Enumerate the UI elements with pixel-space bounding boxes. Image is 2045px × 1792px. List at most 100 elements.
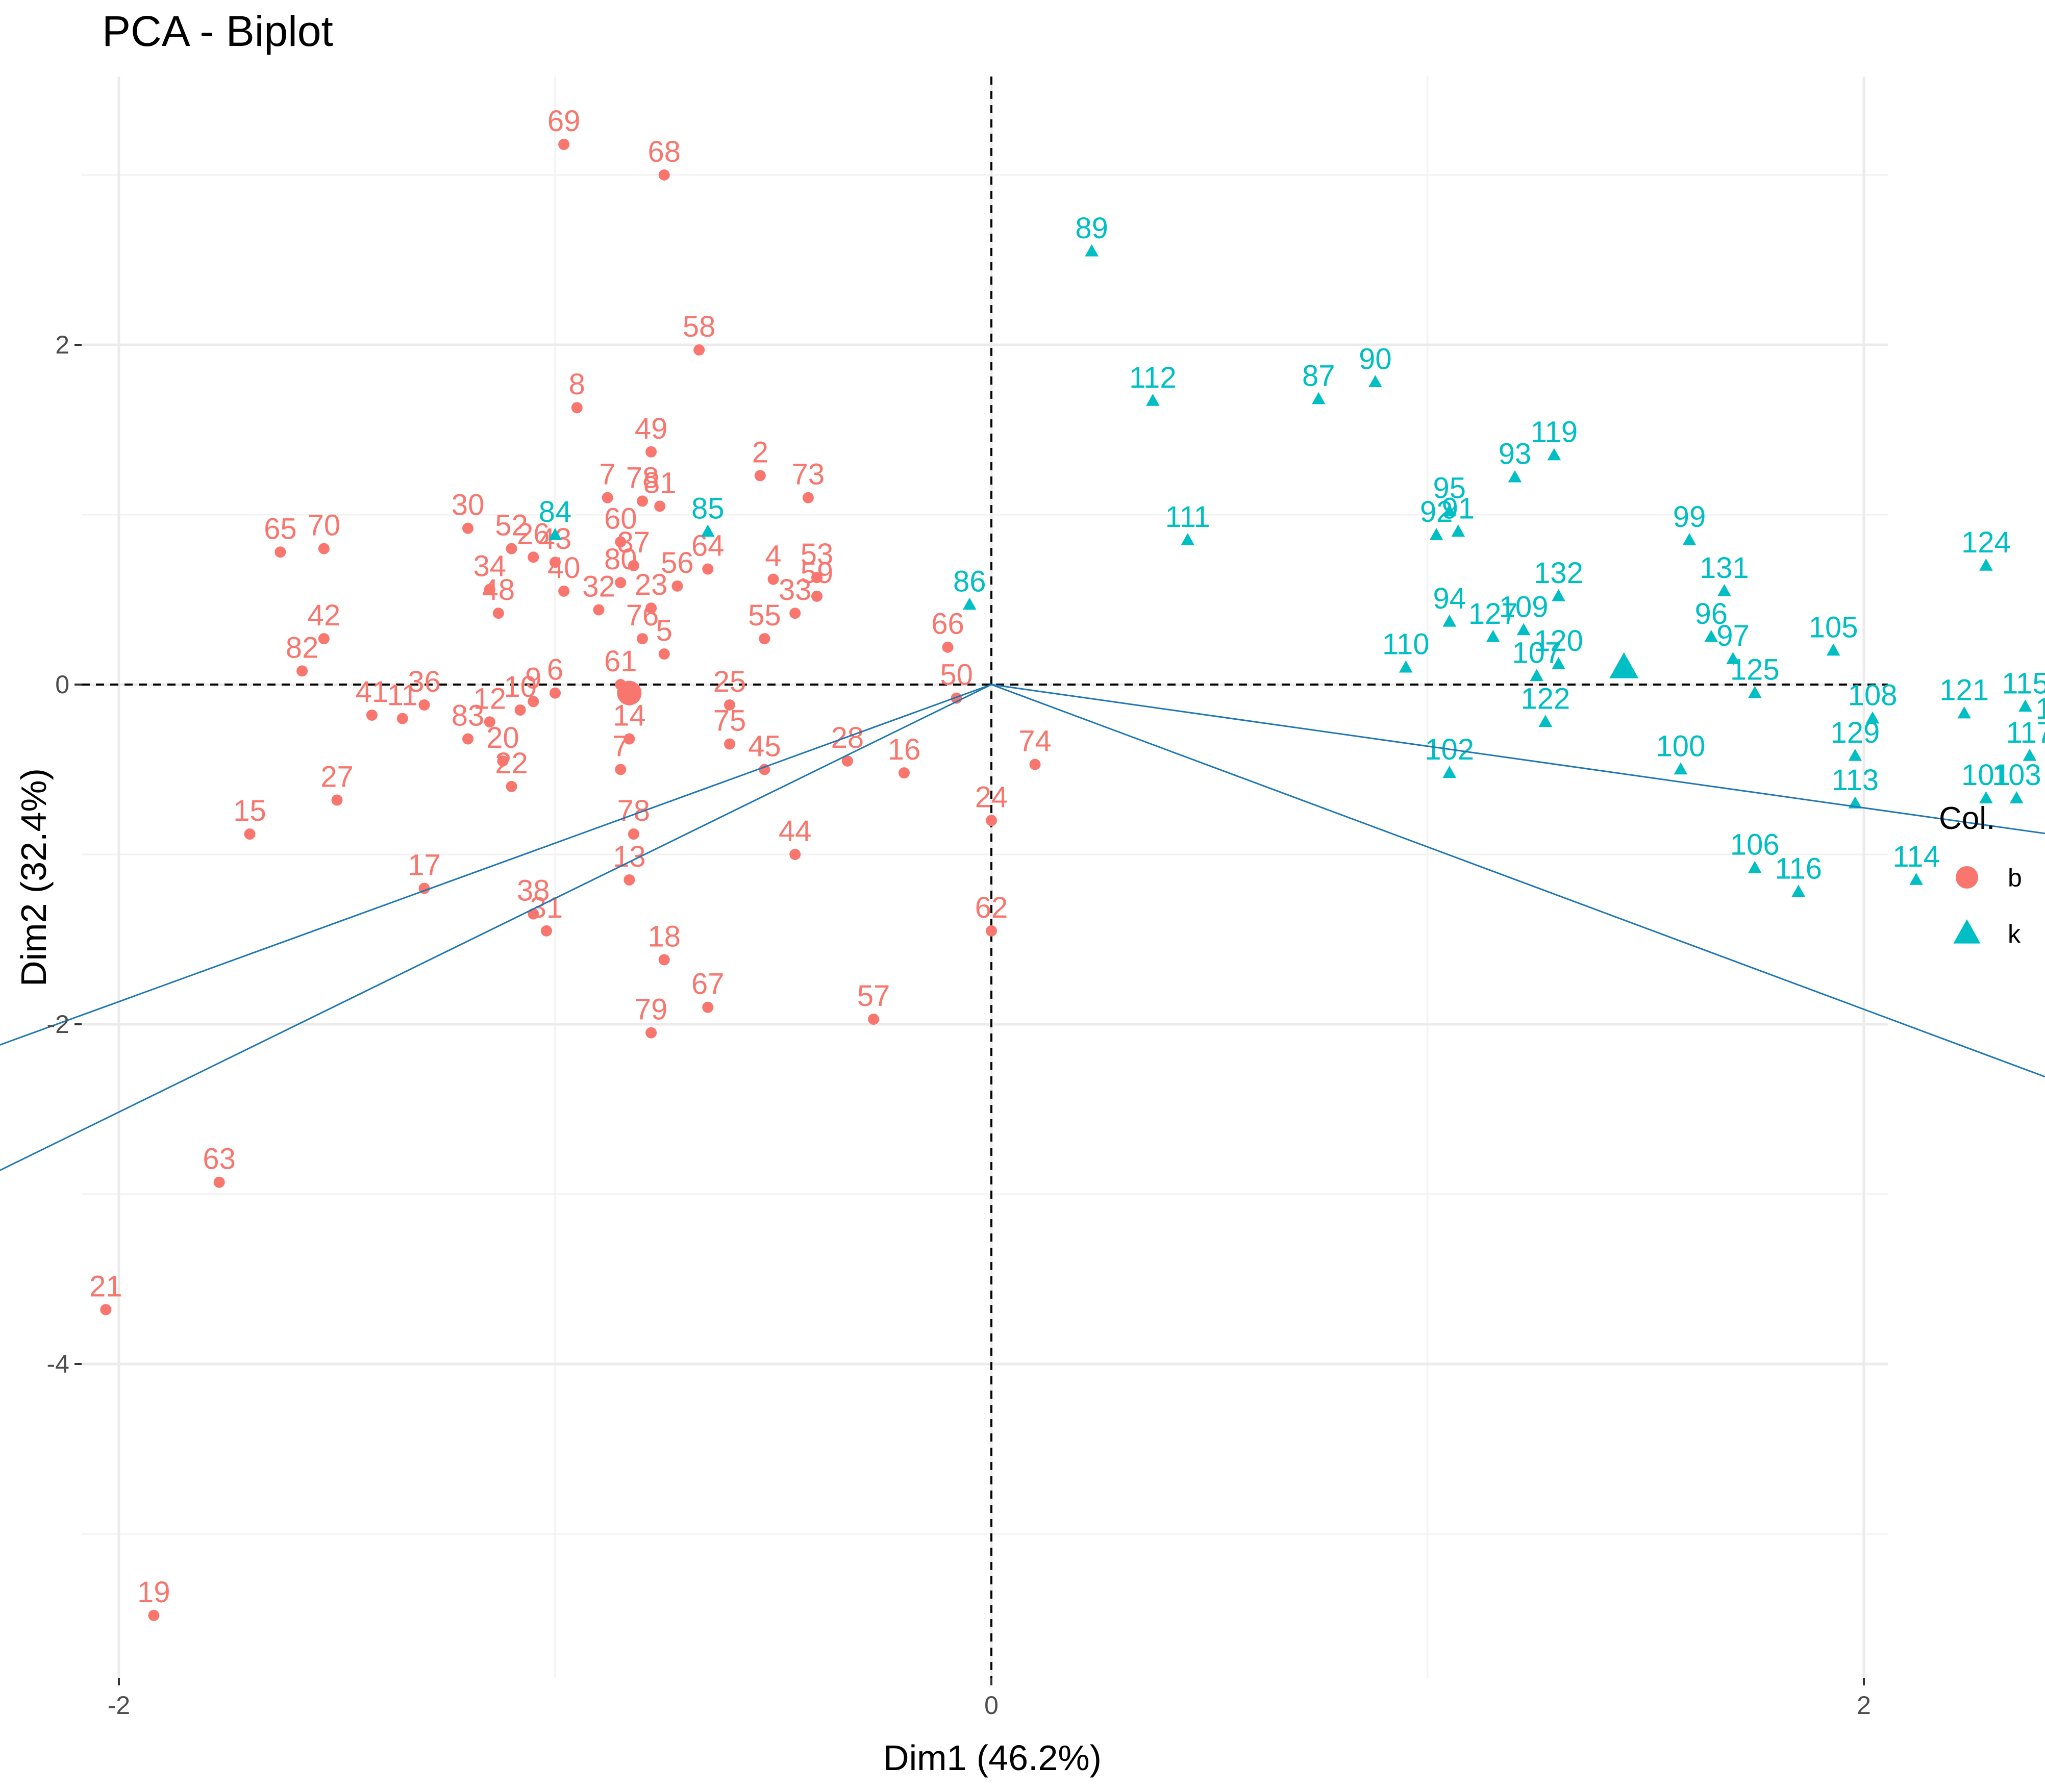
point-label: 120 [1534,624,1583,658]
point-b [492,608,504,619]
point-label: 122 [1520,682,1570,715]
x-axis-title: Dim1 (46.2%) [883,1738,1102,1778]
point-k [1516,623,1531,636]
point-label: 27 [320,760,354,793]
point-b [244,828,256,840]
point-k [1848,748,1862,761]
point-k [2018,699,2032,712]
point-label: 76 [626,599,659,632]
point-k [1508,470,1522,483]
point-b [724,699,735,711]
point-label: 132 [1534,557,1583,590]
point-label: 119 [1531,415,1578,448]
legend-label-b: b [2008,864,2022,892]
point-label: 87 [1302,360,1335,393]
arrow-TIMP1 [991,684,2045,835]
point-label: 65 [264,512,297,545]
point-label: 37 [617,526,651,559]
point-b [484,716,495,728]
point-label: 8 [569,368,585,401]
point-label: 112 [1129,361,1176,394]
point-label: 113 [1832,764,1879,797]
point-b [462,733,473,745]
point-k [1748,686,1762,698]
point-b [759,633,770,645]
point-label: 52 [495,509,528,542]
point-k [1429,527,1443,540]
point-label: 9 [525,662,541,695]
point-k [1909,872,1923,885]
point-label: 91 [1442,492,1475,525]
point-b [1029,759,1041,770]
point-label: 28 [831,721,864,754]
point-label: 63 [203,1143,236,1176]
point-label: 20 [486,721,519,754]
point-b [789,849,801,860]
point-label: 11 [387,679,418,712]
point-label: 124 [1961,526,2011,559]
legend-key-k [1953,919,1981,944]
point-label: 108 [1848,679,1898,712]
point-label: 131 [1700,551,1749,585]
point-label: 56 [661,546,694,579]
point-b [645,602,657,614]
point-b [789,608,801,619]
point-label: 36 [408,665,441,698]
point-b [986,925,997,937]
point-label: 4 [765,540,781,573]
point-label: 42 [308,599,341,632]
point-b [942,641,954,653]
point-label: 99 [1673,500,1706,534]
point-label: 40 [547,551,581,585]
point-k [1530,669,1544,682]
point-label: 12 [473,682,506,715]
point-b [571,402,583,414]
point-k [1957,706,1971,719]
point-b [148,1609,160,1621]
point-b [624,874,635,886]
point-b [841,755,853,767]
point-b [558,585,570,597]
point-label: 21 [89,1270,122,1303]
point-label: 19 [137,1576,170,1609]
point-k [1311,392,1326,405]
point-label: 110 [1382,628,1429,661]
point-label: 75 [713,704,746,738]
grid [82,77,1888,1678]
point-label: 41 [356,675,389,709]
point-b [654,500,666,512]
y-tick-label: 2 [55,331,69,359]
centroid-b [617,680,642,705]
point-b [645,1027,657,1039]
point-label: 82 [286,631,319,664]
point-b [528,551,539,563]
point-label: 129 [1831,716,1880,749]
point-b [624,733,635,745]
point-b [318,633,330,645]
point-label: 107 [1512,636,1561,669]
point-label: 92 [1420,495,1453,528]
point-b [602,492,613,503]
point-label: 7 [612,730,629,763]
point-label: 70 [308,509,341,542]
point-label: 109 [1499,590,1549,623]
point-label: 97 [1716,619,1750,652]
point-k [1538,715,1553,727]
point-k [701,524,715,537]
point-b [100,1304,112,1316]
point-b [396,713,408,724]
point-k [962,597,977,610]
variable-arrows: TIMP1TIMP3TIMP4TIMP2 [0,684,2045,1171]
y-tick-label: -2 [47,1010,69,1039]
zero-lines [82,77,1888,1678]
point-label: 126 [2035,692,2045,725]
point-k [1865,711,1880,724]
point-b [296,665,308,677]
point-label: 115 [2002,667,2045,700]
point-b [658,954,670,966]
point-b [558,139,570,150]
point-label: 85 [691,492,725,525]
point-b [213,1176,225,1188]
legend: Col. bk [1939,801,2022,948]
point-label: 6 [547,653,563,687]
